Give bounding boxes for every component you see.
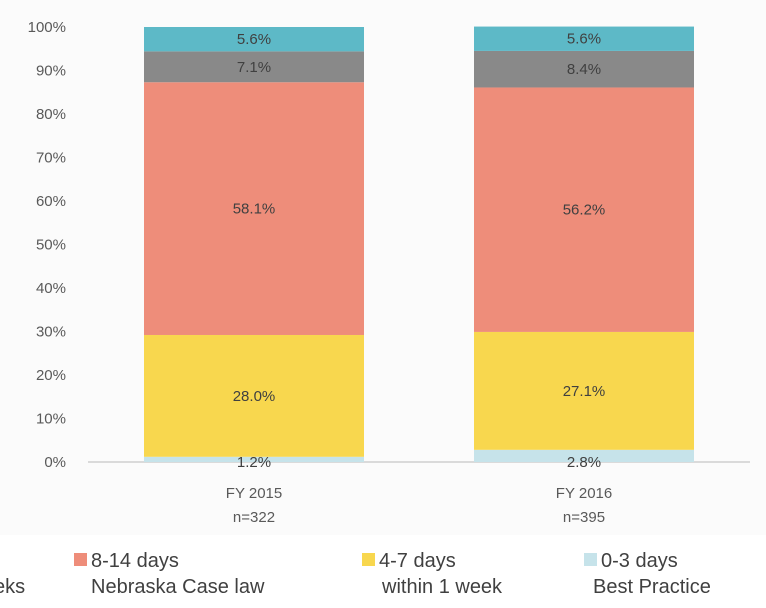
legend-sublabel-8-14-days: Nebraska Case law	[91, 576, 265, 598]
y-tick-label: 100%	[28, 19, 66, 36]
bar-segment	[474, 87, 694, 332]
y-tick-label: 60%	[36, 193, 66, 210]
y-tick-label: 40%	[36, 280, 66, 297]
legend-item-8-14-days: 8-14 days Nebraska Case law	[74, 548, 264, 600]
bar-segment	[144, 51, 364, 83]
legend-item-4-7-days: 4-7 days within 1 week	[362, 548, 502, 600]
data-label: 8.4%	[567, 61, 601, 78]
data-label: 56.2%	[563, 202, 606, 219]
y-tick-label: 50%	[36, 237, 66, 254]
data-label: 58.1%	[233, 201, 276, 218]
legend-label-4-7-days: 4-7 days	[379, 550, 456, 572]
legend-item-0-3-days: 0-3 days Best Practice	[584, 548, 711, 600]
y-tick-label: 0%	[44, 454, 66, 471]
bar-segment	[144, 456, 364, 462]
data-label: 7.1%	[237, 59, 271, 76]
legend: eks 8-14 days Nebraska Case law 4-7 days…	[0, 548, 766, 608]
legend-label-0-3-days: 0-3 days	[601, 550, 678, 572]
x-tick-label: n=322	[233, 509, 275, 526]
y-tick-label: 30%	[36, 324, 66, 341]
x-tick-label: FY 2015	[226, 485, 282, 502]
y-tick-label: 70%	[36, 150, 66, 167]
y-tick-label: 10%	[36, 411, 66, 428]
data-label: 2.8%	[567, 454, 601, 471]
x-tick-label: FY 2016	[556, 485, 612, 502]
data-label: 27.1%	[563, 383, 606, 400]
legend-partial-label: eks	[0, 576, 26, 598]
legend-sublabel-0-3-days: Best Practice	[593, 576, 711, 598]
y-tick-label: 20%	[36, 367, 66, 384]
y-tick-label: 80%	[36, 106, 66, 123]
legend-label-8-14-days: 8-14 days	[91, 550, 179, 572]
data-label: 5.6%	[237, 31, 271, 48]
bar-segment	[144, 27, 364, 52]
bar-segment	[144, 82, 364, 335]
x-tick-label: n=395	[563, 509, 605, 526]
stacked-bar-chart: 0% 10% 20% 30% 40% 50% 60% 70% 80% 90% 100% 1.2% 28.…	[28, 19, 750, 526]
bar-segment	[144, 334, 364, 457]
legend-swatch-8-14-days	[74, 553, 87, 566]
bar-segment	[474, 50, 694, 88]
bar-segment	[474, 331, 694, 450]
bar-segment	[474, 26, 694, 51]
legend-sublabel-4-7-days: within 1 week	[382, 576, 503, 598]
y-tick-label: 90%	[36, 63, 66, 80]
data-label: 1.2%	[237, 454, 271, 471]
bar-segment	[474, 449, 694, 462]
legend-swatch-0-3-days	[584, 553, 597, 566]
data-label: 5.6%	[567, 31, 601, 48]
data-label: 28.0%	[233, 388, 276, 405]
legend-swatch-4-7-days	[362, 553, 375, 566]
